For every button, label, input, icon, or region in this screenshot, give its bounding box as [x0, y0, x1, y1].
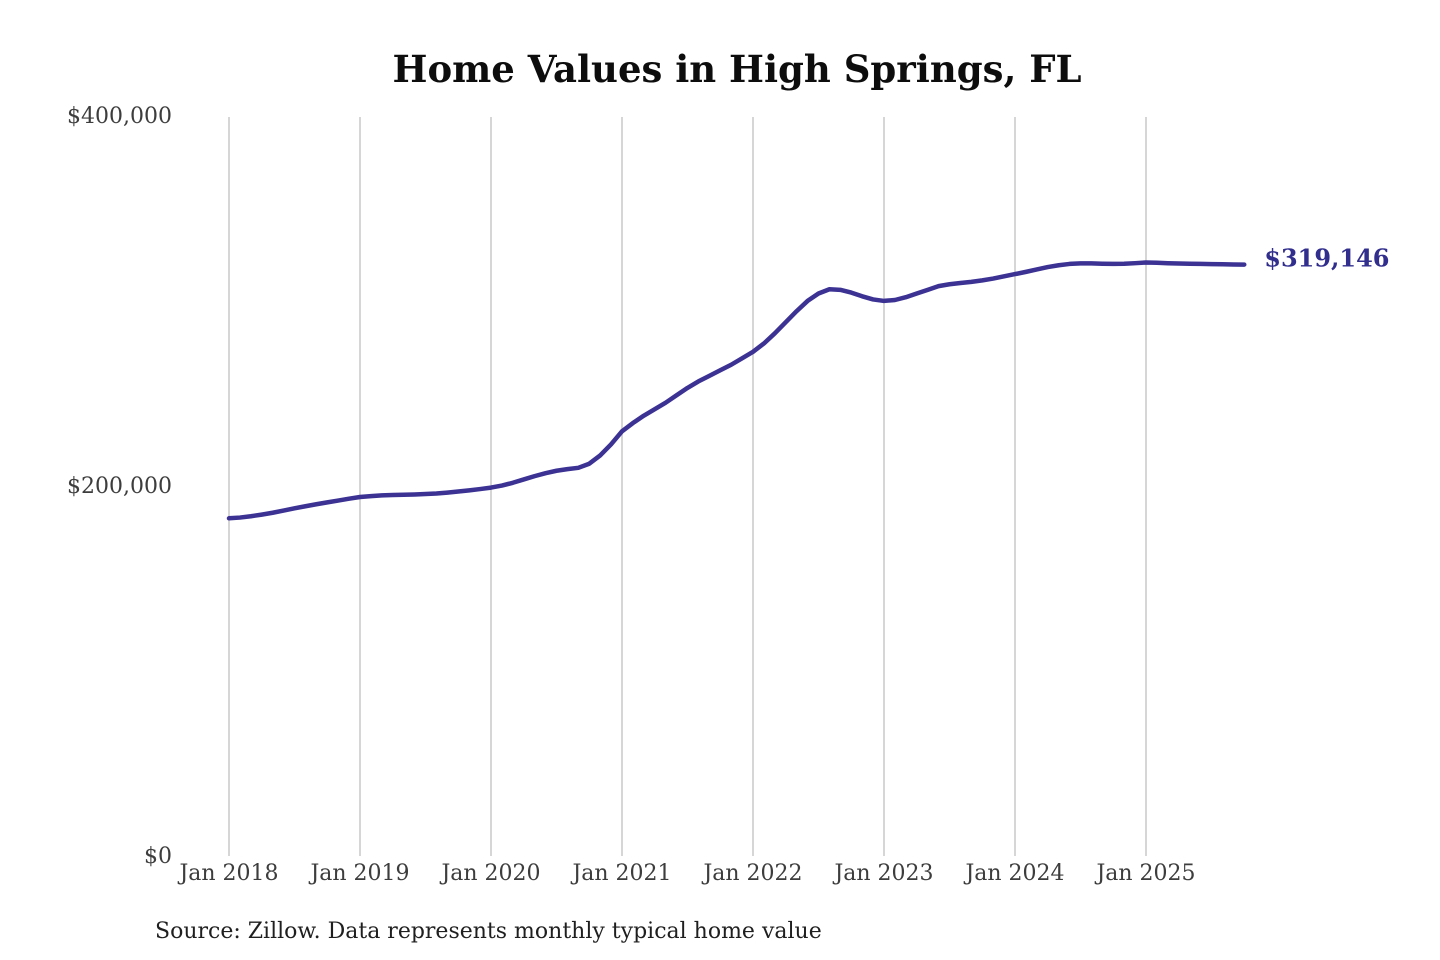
x-tick-label: Jan 2021 [570, 861, 671, 886]
x-tick-label: Jan 2018 [177, 861, 278, 886]
vertical-gridlines [228, 117, 1147, 856]
y-axis-tick-labels: $0 $200,000 $400,000 [67, 104, 172, 869]
source-note: Source: Zillow. Data represents monthly … [155, 919, 822, 944]
x-tick-label: Jan 2024 [963, 861, 1064, 886]
y-tick-label: $400,000 [67, 104, 172, 129]
chart-title: Home Values in High Springs, FL [393, 47, 1082, 91]
home-value-series-line [226, 260, 1247, 521]
latest-value-annotation: $319,146 [1264, 244, 1389, 273]
x-axis-tick-labels: Jan 2018 Jan 2019 Jan 2020 Jan 2021 Jan 2022… [177, 861, 1195, 886]
y-tick-label: $200,000 [67, 474, 172, 499]
x-tick-label: Jan 2023 [832, 861, 933, 886]
x-tick-label: Jan 2019 [308, 861, 409, 886]
y-tick-label: $0 [144, 844, 172, 869]
x-tick-label: Jan 2020 [439, 861, 540, 886]
x-tick-label: Jan 2022 [701, 861, 802, 886]
x-tick-label: Jan 2025 [1094, 861, 1195, 886]
